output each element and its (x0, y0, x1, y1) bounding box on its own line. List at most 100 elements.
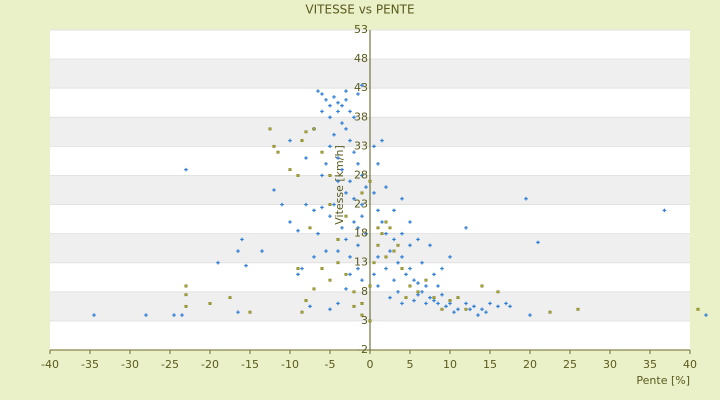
point (468, 307, 472, 312)
point (456, 296, 460, 300)
point (400, 301, 404, 306)
point (436, 284, 440, 288)
point (184, 293, 188, 297)
point (328, 103, 332, 108)
point (384, 266, 388, 271)
point (424, 278, 428, 282)
point (436, 301, 440, 306)
y-tick-label: 43 (354, 81, 368, 94)
point (428, 295, 432, 300)
point (296, 267, 300, 270)
y-axis-title: Vitesse [km/h] (333, 145, 346, 225)
point (300, 139, 304, 142)
point (332, 202, 336, 207)
point (496, 290, 500, 294)
point (384, 231, 388, 236)
point (376, 255, 380, 259)
point (508, 304, 512, 309)
point (392, 237, 396, 242)
point (536, 240, 540, 245)
point (388, 226, 392, 230)
point (440, 292, 444, 297)
point (356, 226, 360, 230)
point (376, 226, 380, 230)
point (372, 261, 376, 265)
point (184, 304, 188, 308)
point (400, 231, 404, 236)
point (424, 284, 428, 288)
x-tick-label: -15 (241, 358, 259, 371)
point (340, 103, 344, 108)
point (320, 173, 324, 178)
point (336, 238, 340, 241)
point (352, 150, 356, 154)
point (392, 278, 396, 282)
point (548, 310, 552, 314)
point (344, 98, 348, 102)
point (424, 301, 428, 306)
point (662, 208, 667, 213)
point (228, 296, 232, 300)
point (336, 100, 340, 105)
point (328, 214, 332, 218)
point (332, 132, 336, 137)
point (376, 243, 380, 247)
point (444, 304, 448, 309)
point (244, 263, 248, 268)
point (476, 313, 480, 317)
point (344, 191, 348, 195)
point (308, 304, 312, 309)
point (320, 92, 324, 96)
point (296, 272, 300, 277)
point (360, 278, 364, 282)
point (704, 313, 708, 317)
point (336, 156, 340, 160)
point (464, 226, 468, 230)
point (312, 208, 316, 213)
point (348, 179, 352, 184)
point (452, 310, 456, 314)
point (352, 290, 356, 294)
point (344, 237, 348, 242)
point (432, 296, 436, 300)
point (480, 284, 484, 288)
point (440, 307, 444, 311)
point (324, 98, 328, 102)
x-tick-label: 40 (683, 358, 697, 371)
y-tick-label: -2 (357, 343, 368, 356)
point (404, 296, 408, 300)
point (288, 220, 292, 224)
point (184, 167, 188, 172)
point (504, 301, 508, 306)
point (328, 115, 332, 120)
point (184, 284, 188, 288)
point (576, 307, 580, 311)
point (344, 287, 348, 291)
point (360, 83, 364, 88)
point (408, 243, 412, 248)
point (368, 179, 372, 183)
point (384, 255, 388, 259)
point (272, 188, 276, 192)
y-tick-label: 3 (361, 314, 368, 327)
x-axis-title: Pente [%] (636, 374, 690, 387)
x-tick-label: -40 (41, 358, 59, 371)
point (380, 138, 384, 143)
point (356, 243, 360, 248)
point (340, 121, 344, 125)
point (400, 267, 404, 270)
point (368, 319, 372, 323)
point (380, 220, 384, 224)
x-tick-label: -25 (161, 358, 179, 371)
point (352, 220, 356, 224)
point (208, 302, 212, 305)
x-tick-label: -30 (121, 358, 139, 371)
point (396, 290, 400, 294)
point (340, 226, 344, 230)
point (428, 243, 432, 248)
point (340, 167, 344, 172)
point (296, 174, 300, 177)
point (408, 220, 412, 224)
point (464, 307, 468, 311)
point (300, 266, 304, 271)
